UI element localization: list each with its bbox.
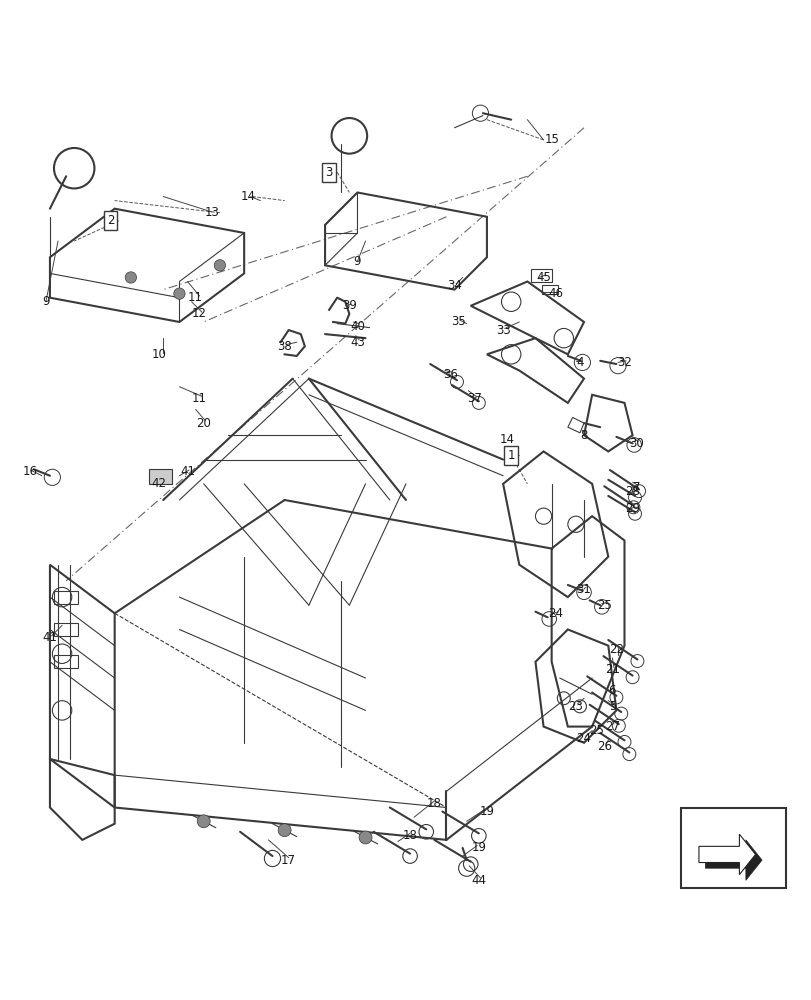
Text: 12: 12 [192,307,207,320]
Text: 18: 18 [427,797,441,810]
Text: 26: 26 [596,740,611,753]
Text: 31: 31 [576,583,590,596]
Text: 36: 36 [443,368,457,381]
Text: 10: 10 [152,348,166,361]
Text: 46: 46 [547,287,563,300]
Text: 44: 44 [470,874,486,887]
Text: 3: 3 [325,166,333,179]
Text: 8: 8 [580,429,587,442]
Text: 34: 34 [447,279,461,292]
Text: 19: 19 [470,841,486,854]
Text: 25: 25 [588,724,603,737]
Polygon shape [698,834,755,875]
Text: 14: 14 [499,433,514,446]
Text: 16: 16 [22,465,37,478]
Bar [54,623,78,636]
Text: 21: 21 [604,663,619,676]
Text: 11: 11 [192,392,207,405]
Text: 20: 20 [196,417,211,430]
Circle shape [197,815,210,828]
Text: 24: 24 [547,607,563,620]
Text: 15: 15 [543,133,559,146]
Circle shape [358,831,371,844]
Text: 32: 32 [616,356,631,369]
Text: 27: 27 [604,720,619,733]
Text: 43: 43 [350,336,364,349]
Bar [530,269,551,282]
Circle shape [214,260,225,271]
Text: 38: 38 [277,340,292,353]
Circle shape [125,272,136,283]
Text: 41: 41 [42,631,58,644]
Text: 29: 29 [624,502,639,515]
Text: 5: 5 [608,700,616,713]
Circle shape [278,824,290,837]
Text: 19: 19 [478,805,494,818]
Bar [680,808,785,888]
Text: 14: 14 [240,190,255,203]
Text: 33: 33 [496,324,510,337]
Bar [149,469,172,484]
Text: 1: 1 [507,449,514,462]
Polygon shape [705,840,761,880]
Text: 11: 11 [188,291,203,304]
Bar [54,655,78,668]
Text: 30: 30 [629,437,643,450]
Bar [54,591,78,604]
Text: 23: 23 [568,700,582,713]
Text: 25: 25 [596,599,611,612]
Bar [541,285,557,294]
Text: 24: 24 [576,732,590,745]
Text: 37: 37 [467,392,482,405]
Text: 45: 45 [535,271,551,284]
Text: 9: 9 [354,255,361,268]
Text: 6: 6 [608,684,616,697]
Text: 17: 17 [281,854,296,867]
Text: 7: 7 [632,481,640,494]
Text: 9: 9 [42,295,49,308]
Text: 4: 4 [576,356,583,369]
Text: 41: 41 [180,465,195,478]
Circle shape [174,288,185,299]
Text: 18: 18 [402,829,417,842]
Text: 35: 35 [451,315,466,328]
Text: 42: 42 [152,477,166,490]
Text: 2: 2 [107,214,114,227]
Text: 39: 39 [341,299,356,312]
Text: 22: 22 [608,643,623,656]
Text: 28: 28 [624,485,639,498]
Text: 13: 13 [204,206,219,219]
Text: 40: 40 [350,320,364,333]
